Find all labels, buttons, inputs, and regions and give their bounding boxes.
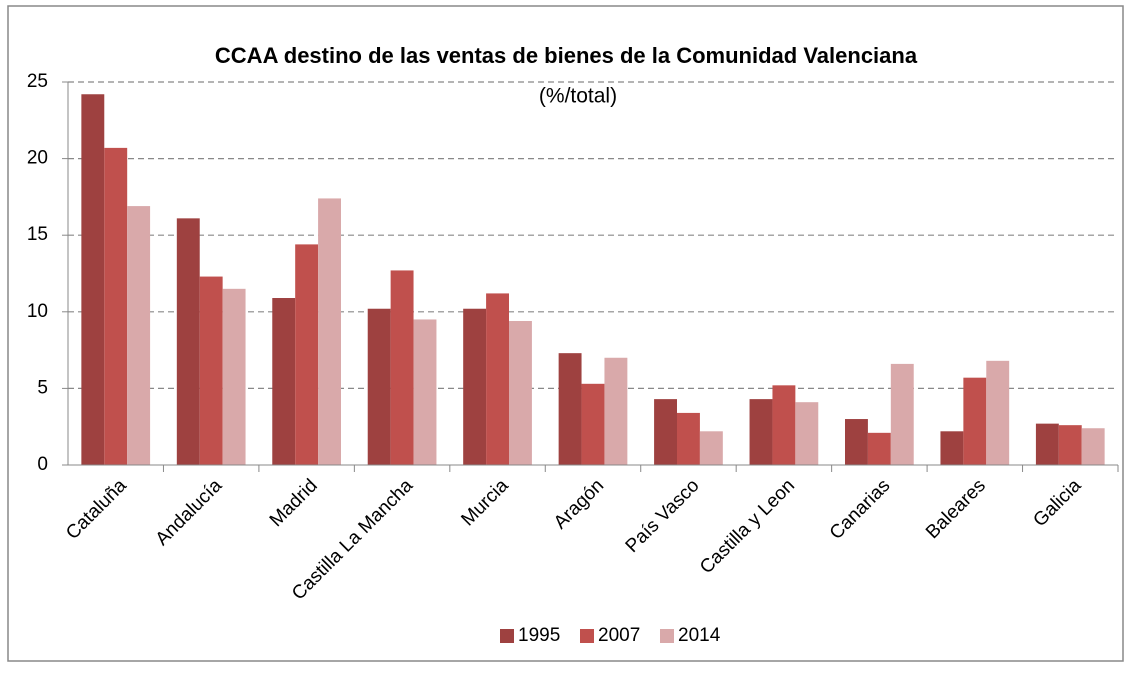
bar	[867, 432, 891, 465]
legend-label: 2014	[678, 625, 721, 646]
bar	[940, 431, 964, 465]
bar	[222, 288, 246, 465]
y-tick-label: 0	[37, 454, 48, 475]
legend-swatch	[500, 629, 514, 643]
legend-swatch	[660, 629, 674, 643]
bar	[272, 298, 296, 465]
bar	[677, 412, 700, 465]
bar	[486, 293, 509, 465]
bar	[604, 357, 628, 465]
legend-label: 1995	[518, 625, 560, 646]
bar	[1035, 423, 1059, 465]
bar	[127, 206, 151, 466]
bar	[413, 319, 437, 465]
bar	[367, 308, 391, 465]
chart-title: CCAA destino de las ventas de bienes de …	[215, 43, 918, 68]
bar	[581, 383, 605, 465]
chart-subtitle: (%/total)	[539, 85, 617, 108]
bar	[772, 385, 796, 465]
bar	[199, 276, 223, 465]
bar	[845, 419, 868, 465]
y-tick-label: 25	[27, 71, 48, 92]
bar	[654, 399, 677, 465]
legend-label: 2007	[598, 625, 640, 646]
bar	[1081, 428, 1105, 465]
bar	[963, 377, 987, 465]
y-tick-label: 5	[37, 377, 48, 398]
bar	[104, 147, 128, 465]
bar	[463, 308, 487, 465]
y-tick-label: 15	[27, 224, 48, 245]
bar	[1058, 425, 1082, 465]
bar	[176, 218, 200, 465]
y-tick-label: 10	[27, 301, 48, 322]
bar	[795, 402, 819, 465]
y-tick-label: 20	[27, 148, 48, 169]
bar	[509, 320, 532, 465]
bar	[390, 270, 414, 465]
bar	[318, 198, 341, 465]
bar	[749, 399, 773, 465]
bar	[295, 244, 319, 465]
bar	[699, 431, 723, 465]
bar	[81, 94, 105, 466]
legend-swatch	[580, 629, 594, 643]
bar	[890, 363, 914, 465]
bar	[558, 353, 582, 465]
bar	[986, 360, 1010, 465]
